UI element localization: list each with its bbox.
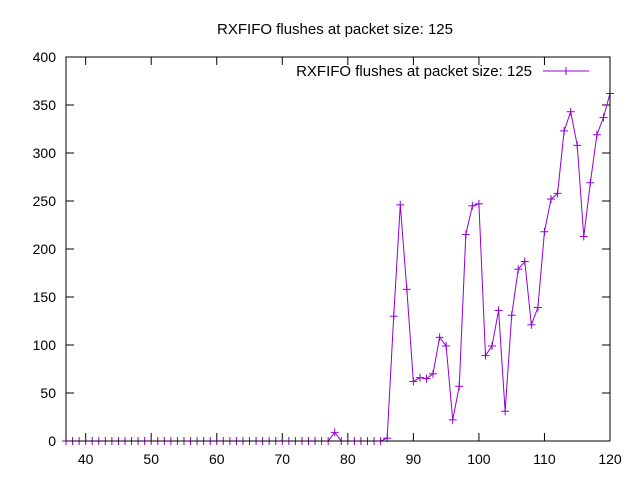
data-point	[527, 320, 536, 329]
data-point	[330, 428, 339, 437]
y-tick-label: 50	[40, 385, 56, 401]
data-point	[448, 415, 457, 424]
data-point	[402, 285, 411, 294]
y-tick-label: 200	[33, 241, 57, 257]
x-tick-label: 110	[533, 451, 556, 467]
data-point	[494, 306, 503, 315]
data-point	[566, 107, 575, 116]
x-tick-label: 60	[209, 451, 225, 467]
data-point	[520, 257, 529, 266]
x-tick-label: 120	[598, 451, 622, 467]
data-point	[540, 227, 549, 236]
data-point	[533, 303, 542, 312]
data-point	[468, 201, 477, 210]
x-tick-label: 100	[467, 451, 491, 467]
data-point	[579, 232, 588, 241]
data-point	[507, 311, 516, 320]
legend-marker	[562, 67, 570, 75]
x-tick-label: 40	[78, 451, 94, 467]
legend-label: RXFIFO flushes at packet size: 125	[296, 63, 532, 80]
data-point	[514, 265, 523, 274]
y-tick-label: 0	[48, 433, 56, 449]
y-axis: 0 50 100 150 200 250 300 350 400	[33, 49, 610, 449]
y-tick-label: 250	[33, 193, 57, 209]
data-point	[429, 369, 438, 378]
y-tick-label: 150	[33, 289, 57, 305]
data-point	[573, 141, 582, 150]
data-point	[553, 189, 562, 198]
data-point	[488, 341, 497, 350]
y-tick-label: 400	[33, 49, 57, 65]
data-point	[474, 199, 483, 208]
chart-title: RXFIFO flushes at packet size: 125	[217, 21, 453, 38]
data-point	[409, 377, 418, 386]
y-tick-label: 350	[33, 97, 57, 113]
legend: RXFIFO flushes at packet size: 125	[296, 63, 589, 80]
data-point	[592, 130, 601, 139]
y-tick-label: 300	[33, 145, 57, 161]
data-point	[389, 312, 398, 321]
data-point	[422, 374, 431, 383]
data-point	[461, 230, 470, 239]
x-tick-label: 50	[143, 451, 159, 467]
data-point	[547, 195, 556, 204]
data-point	[599, 113, 608, 122]
data-point	[481, 351, 490, 360]
data-point	[435, 333, 444, 342]
x-tick-label: 90	[406, 451, 422, 467]
data-point	[396, 200, 405, 209]
plot-frame	[65, 56, 611, 442]
data-point	[415, 373, 424, 382]
data-point	[455, 382, 464, 391]
x-tick-label: 70	[275, 451, 291, 467]
data-point	[560, 126, 569, 135]
x-axis: 40 50 60 70 80 90 100 110 120	[78, 57, 622, 467]
data-point	[501, 407, 510, 416]
data-point	[586, 178, 595, 187]
y-tick-label: 100	[33, 337, 57, 353]
data-point	[442, 341, 451, 350]
x-tick-label: 80	[340, 451, 356, 467]
